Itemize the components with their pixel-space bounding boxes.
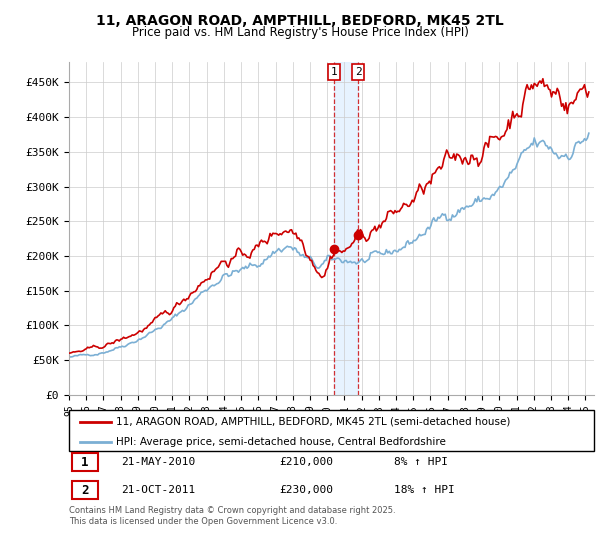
- Bar: [334, 62, 358, 395]
- Text: £210,000: £210,000: [279, 457, 333, 467]
- FancyBboxPatch shape: [71, 480, 98, 500]
- Text: 1: 1: [81, 455, 89, 469]
- Text: 18% ↑ HPI: 18% ↑ HPI: [395, 485, 455, 495]
- Text: 8% ↑ HPI: 8% ↑ HPI: [395, 457, 449, 467]
- Text: 21-MAY-2010: 21-MAY-2010: [121, 457, 196, 467]
- Text: 11, ARAGON ROAD, AMPTHILL, BEDFORD, MK45 2TL (semi-detached house): 11, ARAGON ROAD, AMPTHILL, BEDFORD, MK45…: [116, 417, 511, 427]
- FancyBboxPatch shape: [71, 452, 98, 472]
- Text: £230,000: £230,000: [279, 485, 333, 495]
- Text: Contains HM Land Registry data © Crown copyright and database right 2025.
This d: Contains HM Land Registry data © Crown c…: [69, 506, 395, 526]
- Text: 2: 2: [81, 483, 89, 497]
- Text: 1: 1: [331, 67, 337, 77]
- Text: 2: 2: [355, 67, 362, 77]
- Text: 21-OCT-2011: 21-OCT-2011: [121, 485, 196, 495]
- Text: 11, ARAGON ROAD, AMPTHILL, BEDFORD, MK45 2TL: 11, ARAGON ROAD, AMPTHILL, BEDFORD, MK45…: [96, 14, 504, 28]
- Text: HPI: Average price, semi-detached house, Central Bedfordshire: HPI: Average price, semi-detached house,…: [116, 437, 446, 447]
- Text: Price paid vs. HM Land Registry's House Price Index (HPI): Price paid vs. HM Land Registry's House …: [131, 26, 469, 39]
